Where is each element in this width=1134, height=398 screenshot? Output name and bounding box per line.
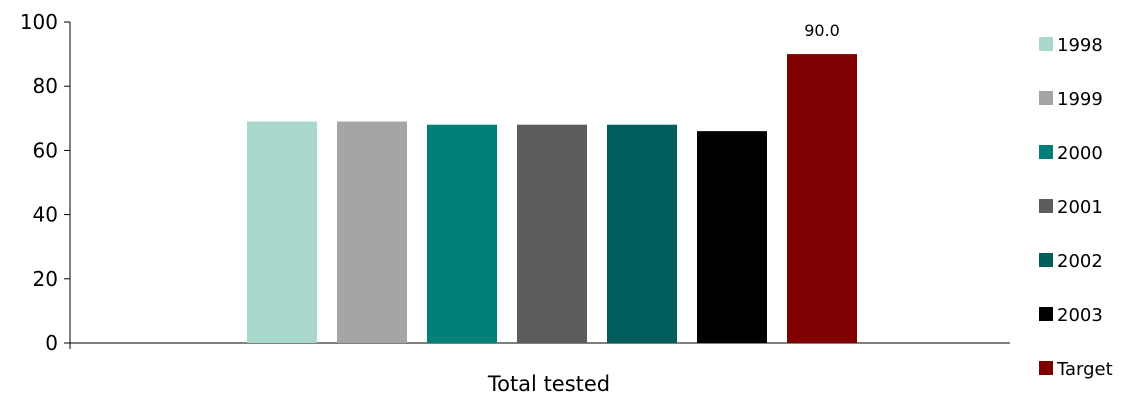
bar-1999 bbox=[337, 121, 407, 343]
y-tick-label: 40 bbox=[33, 203, 58, 227]
bar-2003 bbox=[697, 131, 767, 343]
legend-swatch bbox=[1039, 253, 1053, 267]
y-tick-label: 60 bbox=[33, 138, 58, 162]
bars bbox=[247, 54, 857, 343]
legend-label: 1998 bbox=[1057, 35, 1103, 56]
legend-label: 2001 bbox=[1057, 197, 1103, 218]
legend-label: 2000 bbox=[1057, 143, 1103, 164]
bar-2000 bbox=[427, 124, 497, 343]
bar-2002 bbox=[607, 124, 677, 343]
data-label: 90.0 bbox=[804, 21, 840, 40]
data-labels: 90.0 bbox=[804, 21, 840, 40]
axes: 0 20 40 60 80 100 Total tested bbox=[20, 10, 1010, 396]
category-label: Total tested bbox=[487, 372, 610, 396]
legend-label: Target bbox=[1056, 359, 1113, 380]
legend-swatch bbox=[1039, 91, 1053, 105]
bar-2001 bbox=[517, 124, 587, 343]
legend-swatch bbox=[1039, 145, 1053, 159]
y-tick-label: 100 bbox=[20, 10, 58, 34]
legend-swatch bbox=[1039, 199, 1053, 213]
legend-label: 2003 bbox=[1057, 305, 1103, 326]
y-tick-label: 0 bbox=[45, 331, 58, 355]
legend-swatch bbox=[1039, 307, 1053, 321]
legend-swatch bbox=[1039, 37, 1053, 51]
bar-1998 bbox=[247, 121, 317, 343]
legend-label: 2002 bbox=[1057, 251, 1103, 272]
bar-target bbox=[787, 54, 857, 343]
y-tick-label: 20 bbox=[33, 267, 58, 291]
legend-label: 1999 bbox=[1057, 89, 1103, 110]
legend: 1998 1999 2000 2001 2002 2003 Target bbox=[1039, 35, 1113, 380]
y-tick-label: 80 bbox=[33, 74, 58, 98]
legend-swatch bbox=[1039, 361, 1053, 375]
